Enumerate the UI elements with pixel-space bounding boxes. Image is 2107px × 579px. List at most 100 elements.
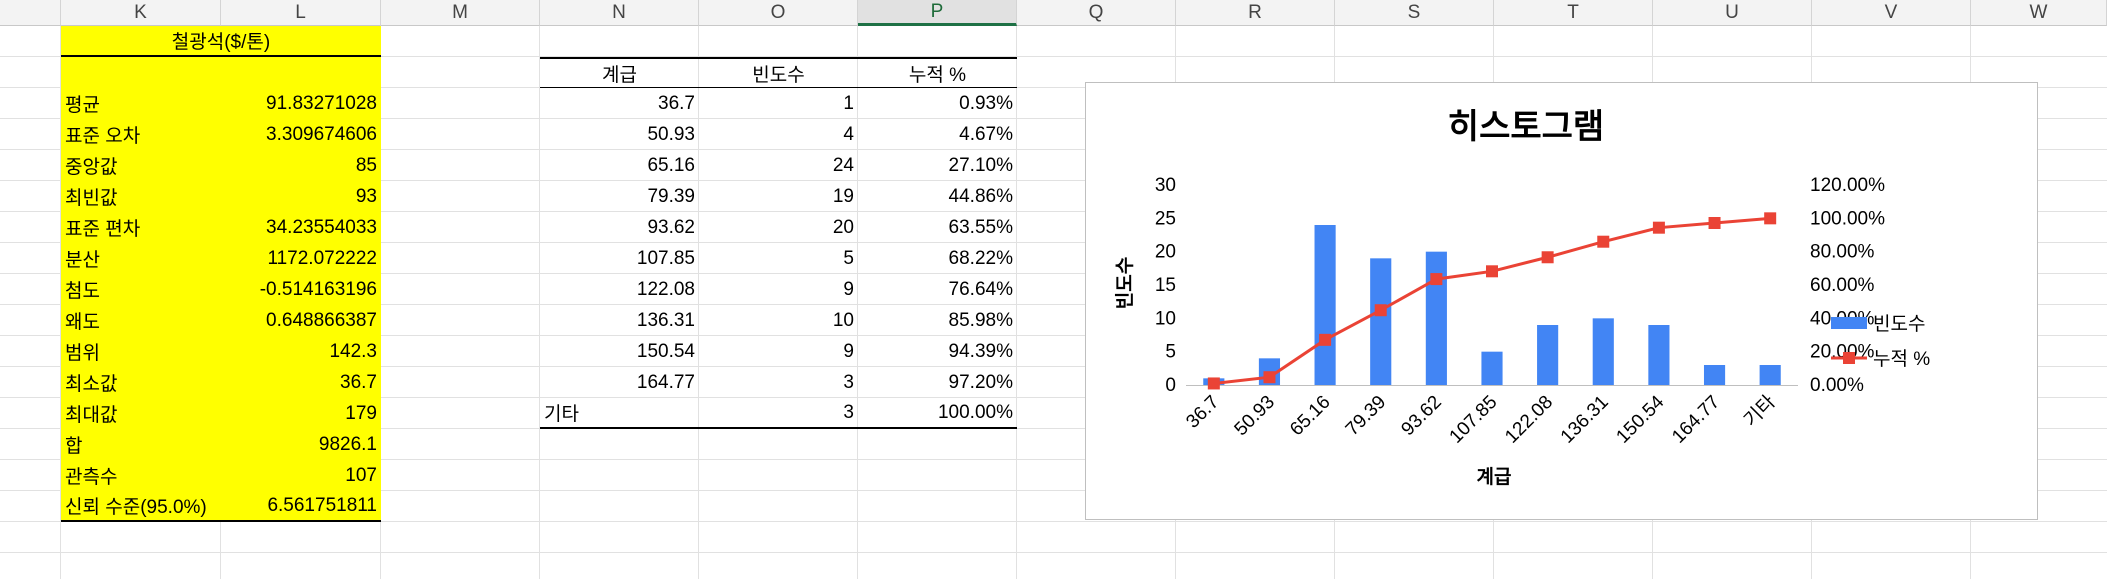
freq-count-cell[interactable]: 4: [843, 123, 854, 145]
histogram-bar[interactable]: [1648, 325, 1670, 385]
stats-label-cell[interactable]: 표준 오차: [61, 119, 221, 150]
stats-title-cell[interactable]: 철광석($/톤): [61, 26, 381, 57]
stats-label-cell[interactable]: 분산: [61, 243, 221, 274]
freq-bin-cell[interactable]: 79.39: [647, 185, 695, 207]
freq-cumulative-cell[interactable]: 94.39%: [948, 340, 1013, 362]
column-header-n[interactable]: N: [540, 0, 699, 26]
freq-table-header-cell[interactable]: 누적 %: [858, 57, 1017, 88]
column-header-p[interactable]: P: [858, 0, 1017, 26]
stats-value-cell[interactable]: 36.7: [221, 367, 381, 398]
cumulative-point[interactable]: [1652, 221, 1665, 234]
histogram-bar[interactable]: [1314, 225, 1336, 385]
column-header-w[interactable]: W: [1971, 0, 2107, 26]
freq-bin-cell[interactable]: 50.93: [647, 123, 695, 145]
freq-count-cell[interactable]: 1: [843, 92, 854, 114]
stats-value-cell[interactable]: 3.309674606: [221, 119, 381, 150]
stats-label-cell[interactable]: 왜도: [61, 305, 221, 336]
freq-bin-cell[interactable]: 107.85: [636, 247, 695, 269]
stats-label-cell[interactable]: 첨도: [61, 274, 221, 305]
histogram-chart[interactable]: 히스토그램 계급 빈도수 0510152025300.00%20.00%40.0…: [1085, 82, 2038, 520]
freq-bin-cell[interactable]: 164.77: [636, 371, 695, 393]
column-header-u[interactable]: U: [1653, 0, 1812, 26]
cumulative-point[interactable]: [1708, 217, 1721, 229]
column-header-q[interactable]: Q: [1017, 0, 1176, 26]
freq-cumulative-cell[interactable]: 68.22%: [948, 247, 1013, 269]
stats-label-cell[interactable]: 중앙값: [61, 150, 221, 181]
cumulative-point[interactable]: [1263, 371, 1276, 384]
freq-cumulative-cell[interactable]: 27.10%: [948, 154, 1013, 176]
freq-cumulative-cell[interactable]: 0.93%: [959, 92, 1013, 114]
histogram-bar[interactable]: [1592, 318, 1614, 385]
column-header-l[interactable]: L: [221, 0, 381, 26]
stats-value-cell[interactable]: 142.3: [221, 336, 381, 367]
column-header-o[interactable]: O: [699, 0, 858, 26]
histogram-bar[interactable]: [1703, 365, 1726, 385]
histogram-bar[interactable]: [1370, 258, 1392, 385]
cumulative-point[interactable]: [1319, 333, 1332, 346]
freq-count-cell[interactable]: 10: [832, 309, 854, 331]
stats-value-cell[interactable]: 179: [221, 398, 381, 429]
cumulative-point[interactable]: [1597, 235, 1610, 248]
freq-table-header-cell[interactable]: 계급: [540, 57, 699, 88]
cumulative-point[interactable]: [1430, 273, 1443, 286]
freq-cumulative-cell[interactable]: 63.55%: [948, 216, 1013, 238]
freq-cumulative-cell[interactable]: 44.86%: [948, 185, 1013, 207]
column-header-s[interactable]: S: [1335, 0, 1494, 26]
stats-label-cell[interactable]: 표준 편차: [61, 212, 221, 243]
freq-bin-cell[interactable]: 36.7: [658, 92, 695, 114]
stats-label-cell[interactable]: 최대값: [61, 398, 221, 429]
stats-value-cell[interactable]: 0.648866387: [221, 305, 381, 336]
freq-bin-cell[interactable]: 150.54: [636, 340, 695, 362]
stats-blank-cell[interactable]: [61, 57, 221, 88]
freq-bin-cell[interactable]: 136.31: [636, 309, 695, 331]
freq-count-cell[interactable]: 3: [699, 398, 858, 429]
stats-label-cell[interactable]: 범위: [61, 336, 221, 367]
cumulative-point[interactable]: [1374, 304, 1387, 317]
stats-value-cell[interactable]: 1172.072222: [221, 243, 381, 274]
stats-label-cell[interactable]: 합: [61, 429, 221, 460]
cumulative-point[interactable]: [1541, 251, 1554, 264]
freq-cumulative-cell[interactable]: 100.00%: [858, 398, 1017, 429]
stats-value-cell[interactable]: 93: [221, 181, 381, 212]
stats-label-cell[interactable]: 신뢰 수준(95.0%): [61, 491, 221, 522]
freq-count-cell[interactable]: 5: [843, 247, 854, 269]
stats-label-cell[interactable]: 관측수: [61, 460, 221, 491]
freq-count-cell[interactable]: 9: [843, 340, 854, 362]
stats-value-cell[interactable]: 34.23554033: [221, 212, 381, 243]
freq-bin-cell[interactable]: 122.08: [636, 278, 695, 300]
freq-bin-cell[interactable]: 기타: [540, 398, 699, 429]
histogram-bar[interactable]: [1425, 251, 1447, 385]
freq-cumulative-cell[interactable]: 85.98%: [948, 309, 1013, 331]
cumulative-point[interactable]: [1486, 265, 1498, 278]
stats-value-cell[interactable]: 85: [221, 150, 381, 181]
freq-cumulative-cell[interactable]: 4.67%: [959, 123, 1013, 145]
freq-table-header-cell[interactable]: 빈도수: [699, 57, 858, 88]
stats-label-cell[interactable]: 최소값: [61, 367, 221, 398]
stats-label-cell[interactable]: 최빈값: [61, 181, 221, 212]
stats-value-cell[interactable]: 6.561751811: [221, 491, 381, 522]
histogram-bar[interactable]: [1759, 365, 1781, 385]
stats-label-cell[interactable]: 평균: [61, 88, 221, 119]
column-header-v[interactable]: V: [1812, 0, 1971, 26]
freq-cumulative-cell[interactable]: 76.64%: [948, 278, 1013, 300]
freq-count-cell[interactable]: 20: [832, 216, 854, 238]
stats-blank-cell[interactable]: [221, 57, 381, 88]
cumulative-point[interactable]: [1764, 212, 1777, 225]
stats-value-cell[interactable]: 91.83271028: [221, 88, 381, 119]
freq-cumulative-cell[interactable]: 97.20%: [948, 371, 1013, 393]
freq-count-cell[interactable]: 3: [843, 371, 854, 393]
column-header-r[interactable]: R: [1176, 0, 1335, 26]
freq-count-cell[interactable]: 19: [832, 185, 854, 207]
cumulative-point[interactable]: [1207, 377, 1220, 390]
freq-count-cell[interactable]: 24: [832, 154, 854, 176]
stats-value-cell[interactable]: 107: [221, 460, 381, 491]
column-header-m[interactable]: M: [381, 0, 540, 26]
histogram-bar[interactable]: [1481, 351, 1503, 385]
stats-value-cell[interactable]: -0.514163196: [221, 274, 381, 305]
column-header-t[interactable]: T: [1494, 0, 1653, 26]
freq-bin-cell[interactable]: 93.62: [647, 216, 695, 238]
stats-value-cell[interactable]: 9826.1: [221, 429, 381, 460]
freq-bin-cell[interactable]: 65.16: [647, 154, 695, 176]
